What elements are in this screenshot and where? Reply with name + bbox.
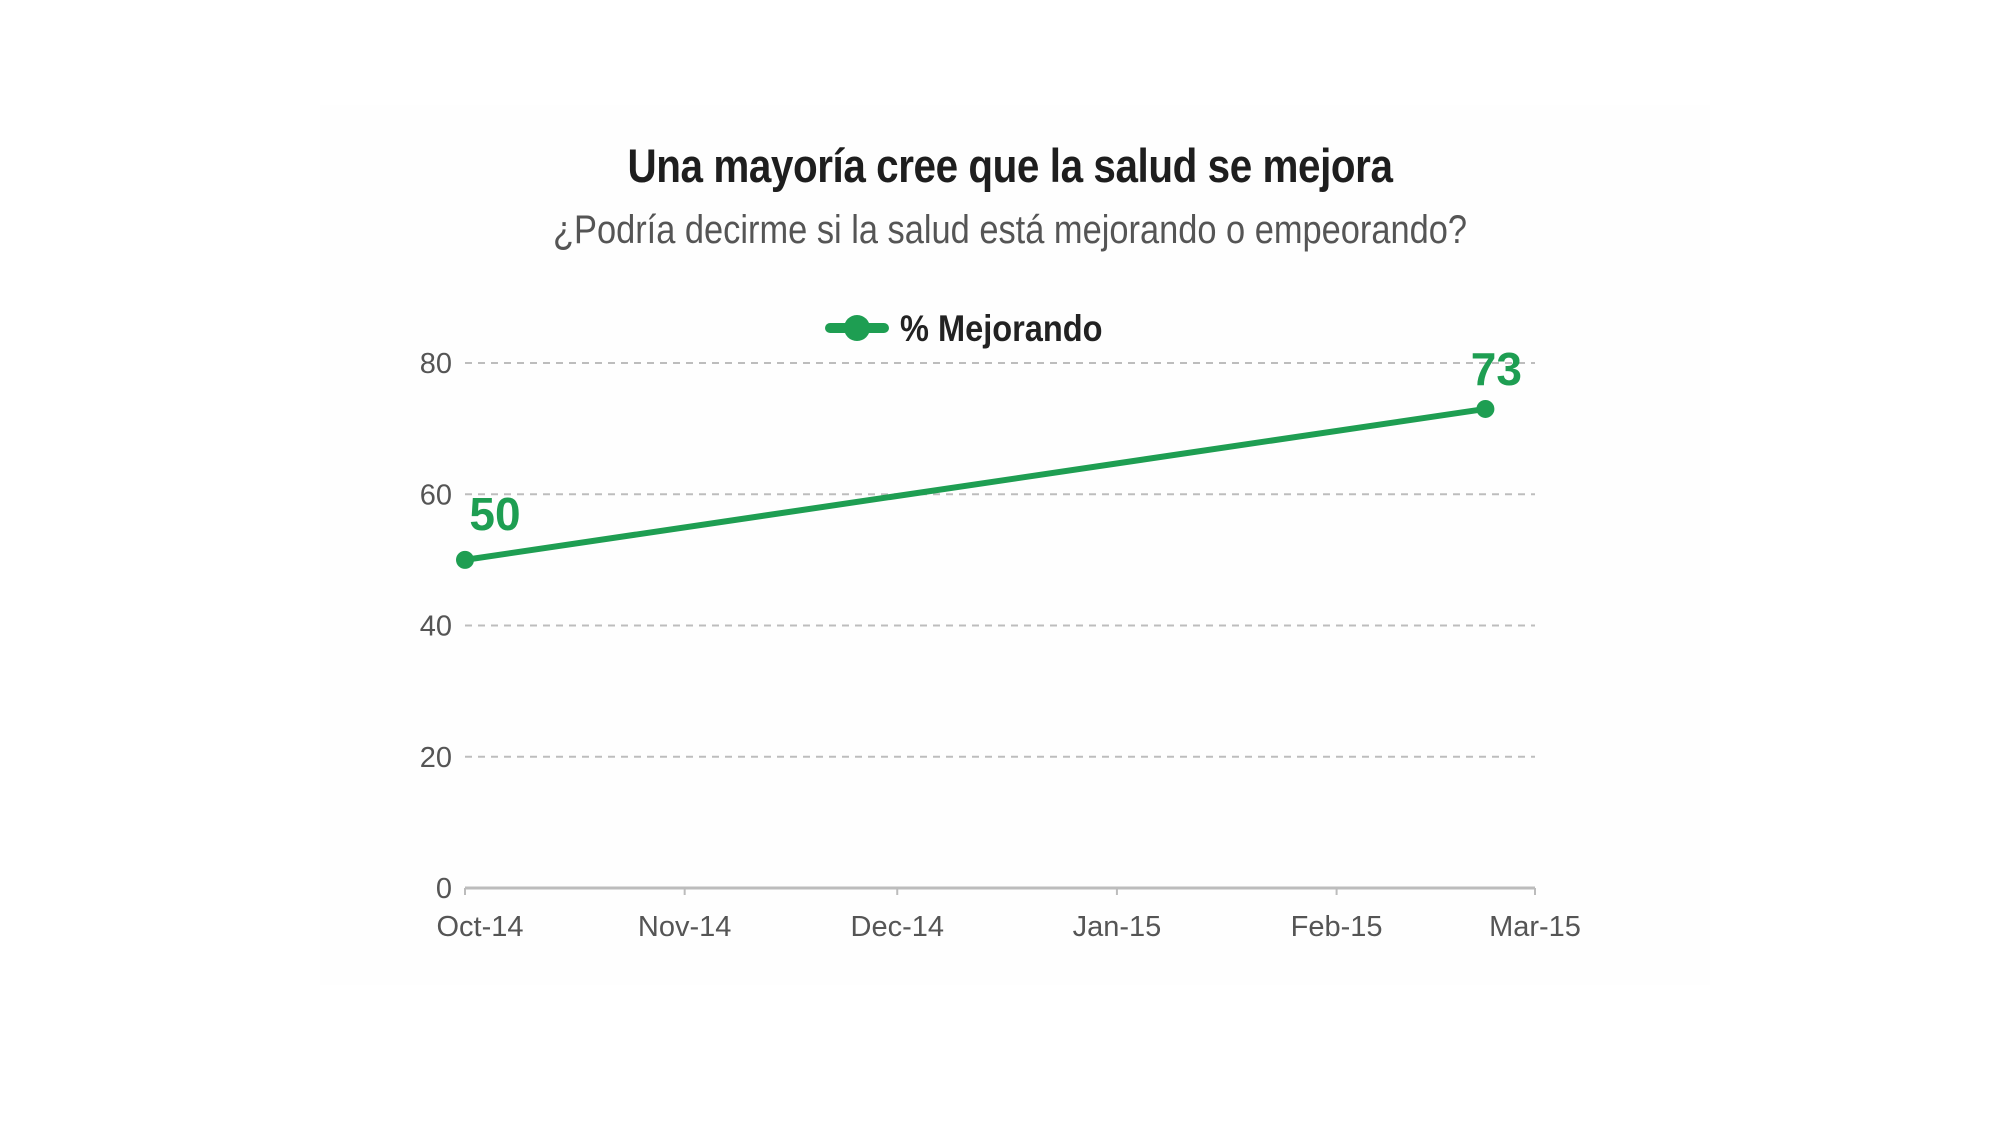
x-tick-label: Oct-14 <box>436 911 523 943</box>
data-point <box>1476 399 1495 418</box>
gridlines <box>465 362 1535 758</box>
y-tick-label: 40 <box>420 611 452 643</box>
chart-subtitle: ¿Podría decirme si la salud está mejoran… <box>552 208 1468 252</box>
chart-title: Una mayoría cree que la salud se mejora <box>627 139 1393 192</box>
y-tick-label: 80 <box>420 348 452 380</box>
legend-marker-icon <box>844 315 870 341</box>
series-layer: 50 73 <box>456 343 1522 569</box>
x-tick-label: Jan-15 <box>1073 911 1162 943</box>
x-tick-label: Nov-14 <box>638 911 732 943</box>
legend-label: % Mejorando <box>900 308 1103 349</box>
data-point <box>456 550 474 569</box>
legend: % Mejorando <box>825 308 1103 349</box>
series-line <box>462 405 1489 563</box>
x-tick-label: Feb-15 <box>1291 911 1383 943</box>
y-tick-label: 0 <box>436 873 452 905</box>
y-axis-ticks: 0 20 40 60 80 <box>420 348 452 905</box>
y-tick-label: 60 <box>420 479 452 511</box>
data-label: 50 <box>469 488 520 540</box>
x-tick-label: Dec-14 <box>851 911 945 943</box>
x-tick-label: Mar-15 <box>1489 911 1581 943</box>
y-tick-label: 20 <box>420 742 452 774</box>
x-axis: Oct-14 Nov-14 Dec-14 Jan-15 Feb-15 Mar-15 <box>436 886 1581 943</box>
data-label: 73 <box>1471 343 1522 395</box>
